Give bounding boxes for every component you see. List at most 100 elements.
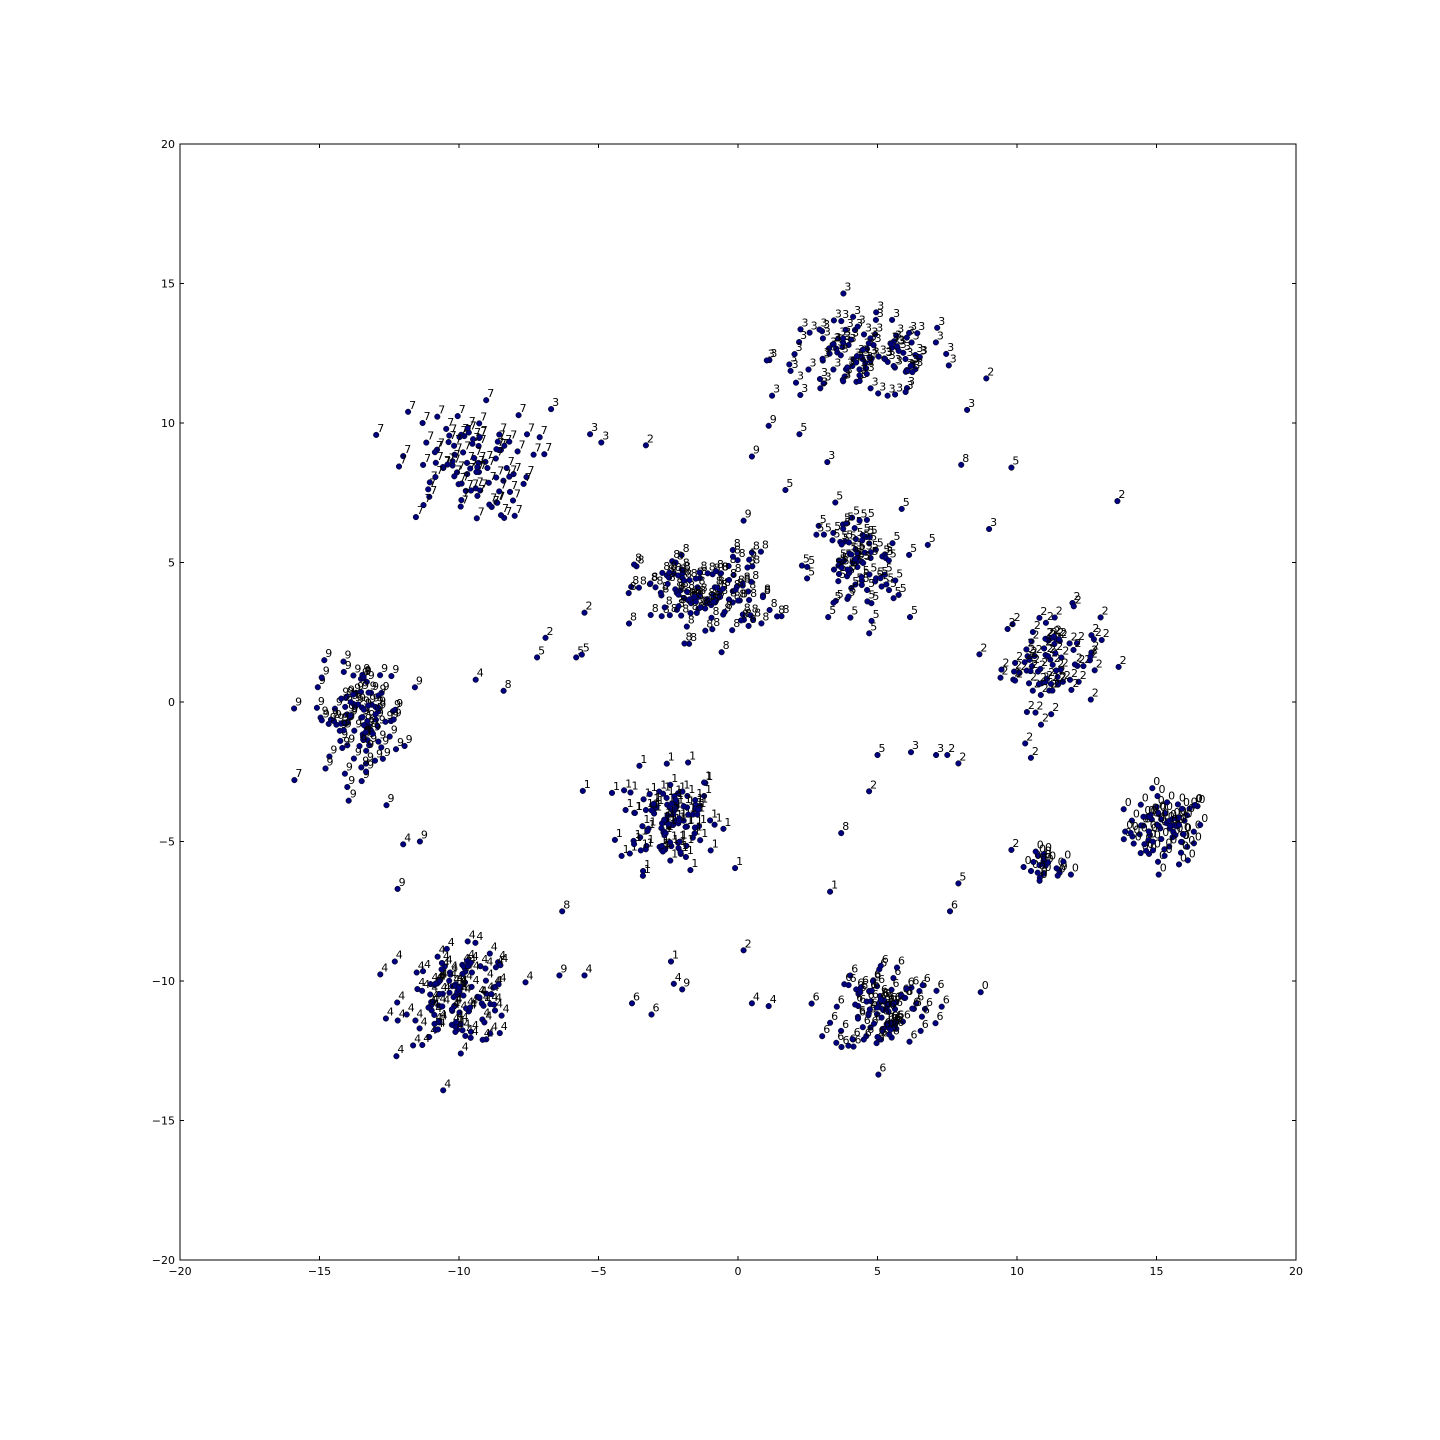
point-digit-label: 5 bbox=[538, 644, 545, 657]
point-digit-label: 0 bbox=[1171, 816, 1178, 829]
scatter-point bbox=[1067, 871, 1074, 878]
point-digit-label: 2 bbox=[1047, 626, 1054, 639]
point-digit-label: 3 bbox=[835, 331, 842, 344]
point-digit-label: 8 bbox=[563, 898, 570, 911]
point-digit-label: 0 bbox=[1195, 830, 1202, 843]
point-digit-label: 1 bbox=[644, 863, 651, 876]
point-digit-label: 9 bbox=[318, 695, 325, 708]
point-digit-label: 6 bbox=[882, 953, 889, 966]
scatter-point bbox=[1073, 640, 1081, 647]
point-digit-label: 9 bbox=[397, 736, 404, 749]
point-digit-label: 8 bbox=[778, 603, 785, 616]
scatter-point bbox=[1149, 847, 1157, 854]
point-digit-label: 2 bbox=[1031, 645, 1038, 658]
point-digit-label: 1 bbox=[653, 792, 660, 805]
point-digit-label: 0 bbox=[1045, 841, 1052, 854]
scatter-point bbox=[639, 872, 646, 879]
point-digit-label: 0 bbox=[1039, 843, 1046, 856]
point-digit-label: 1 bbox=[649, 818, 656, 831]
point-digit-label: 3 bbox=[879, 380, 886, 393]
point-digit-label: 1 bbox=[706, 770, 713, 783]
scatter-point bbox=[1055, 681, 1062, 688]
scatter-point bbox=[1175, 814, 1182, 821]
point-digit-label: 3 bbox=[792, 358, 799, 371]
scatter-point bbox=[1161, 846, 1168, 853]
point-digit-label: 2 bbox=[1057, 626, 1064, 639]
point-digit-label: 9 bbox=[343, 735, 350, 748]
y-tick-label: −10 bbox=[152, 975, 175, 988]
point-digit-label: 1 bbox=[664, 781, 671, 794]
scatter-point bbox=[659, 848, 666, 855]
scatter-point bbox=[1161, 852, 1168, 859]
point-digit-label: 3 bbox=[896, 382, 903, 395]
point-digit-label: 9 bbox=[325, 647, 332, 660]
point-digit-label: 2 bbox=[948, 742, 955, 755]
scatter-point bbox=[1012, 677, 1019, 684]
point-digit-label: 1 bbox=[616, 827, 623, 840]
point-digit-label: 0 bbox=[1135, 831, 1142, 844]
scatter-point bbox=[663, 794, 670, 801]
point-digit-label: 6 bbox=[913, 996, 920, 1009]
scatter-point bbox=[1172, 832, 1179, 839]
point-digit-label: 4 bbox=[464, 1017, 471, 1030]
point-digit-label: 7 bbox=[510, 464, 517, 477]
point-digit-label: 1 bbox=[682, 839, 689, 852]
scatter-point bbox=[650, 800, 657, 807]
point-digit-label: 1 bbox=[623, 843, 630, 856]
scatter-point bbox=[618, 852, 625, 859]
point-digit-label: 5 bbox=[836, 490, 843, 503]
scatter-point bbox=[892, 391, 899, 398]
scatter-point bbox=[640, 796, 647, 803]
scatter-point bbox=[1021, 659, 1028, 666]
point-digit-label: 5 bbox=[835, 557, 842, 570]
point-digit-label: 0 bbox=[1166, 800, 1173, 813]
scatter-point bbox=[1037, 721, 1045, 728]
scatter-point bbox=[1128, 817, 1135, 824]
point-digit-label: 2 bbox=[1075, 593, 1082, 606]
point-digit-label: 6 bbox=[861, 979, 868, 992]
point-digit-label: 3 bbox=[810, 357, 817, 370]
point-digit-label: 0 bbox=[1049, 850, 1056, 863]
scatter-point bbox=[701, 792, 708, 800]
point-digit-label: 3 bbox=[848, 354, 855, 367]
point-digit-label: 1 bbox=[677, 787, 684, 800]
point-digit-label: 2 bbox=[1053, 625, 1060, 638]
point-digit-label: 0 bbox=[1160, 801, 1167, 814]
point-digit-label: 1 bbox=[712, 837, 719, 850]
point-digit-label: 0 bbox=[1189, 847, 1196, 860]
point-digit-label: 8 bbox=[635, 552, 642, 565]
point-digit-label: 9 bbox=[341, 718, 348, 731]
point-digit-label: 2 bbox=[1092, 640, 1099, 653]
point-digit-label: 7 bbox=[455, 463, 462, 476]
point-digit-label: 6 bbox=[943, 994, 950, 1007]
point-digit-label: 0 bbox=[1133, 824, 1140, 837]
point-digit-label: 2 bbox=[1041, 656, 1048, 669]
point-digit-label: 0 bbox=[1141, 821, 1148, 834]
point-digit-label: 2 bbox=[1051, 626, 1058, 639]
scatter-point bbox=[1045, 653, 1052, 660]
scatter-point bbox=[1040, 870, 1047, 877]
point-digit-label: 5 bbox=[864, 522, 871, 535]
point-digit-label: 0 bbox=[1168, 789, 1175, 802]
scatter-point bbox=[786, 361, 793, 368]
point-digit-label: 2 bbox=[1002, 665, 1009, 678]
point-digit-label: 9 bbox=[399, 876, 406, 889]
scatter-point bbox=[1161, 809, 1169, 817]
scatter-point bbox=[1190, 840, 1197, 847]
point-digit-label: 9 bbox=[391, 724, 398, 737]
point-digit-label: 2 bbox=[1118, 488, 1125, 501]
point-digit-label: 8 bbox=[652, 602, 659, 615]
scatter-point bbox=[1066, 676, 1074, 683]
point-digit-label: 8 bbox=[695, 584, 702, 597]
point-digit-label: 6 bbox=[823, 1023, 830, 1036]
point-digit-label: 1 bbox=[699, 797, 706, 810]
scatter-point bbox=[695, 806, 702, 813]
point-digit-label: 9 bbox=[354, 682, 361, 695]
point-digit-label: 9 bbox=[388, 792, 395, 805]
point-digit-label: 7 bbox=[400, 454, 407, 467]
point-digit-label: 1 bbox=[685, 793, 692, 806]
point-digit-label: 7 bbox=[497, 465, 504, 478]
scatter-point bbox=[1146, 813, 1153, 820]
point-digit-label: 1 bbox=[688, 783, 695, 796]
scatter-point bbox=[1164, 799, 1171, 806]
